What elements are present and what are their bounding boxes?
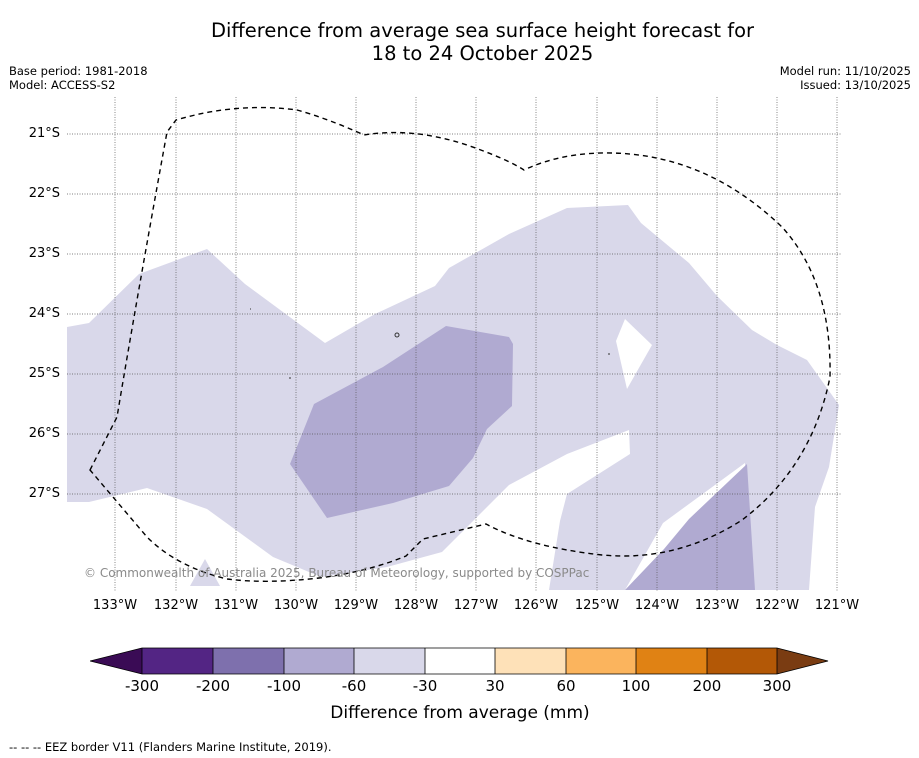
colorbar-segment — [636, 648, 707, 674]
map-title: Difference from average sea surface heig… — [140, 19, 825, 65]
lon-label-122w: 122°W — [754, 598, 800, 613]
lon-label-130w: 130°W — [273, 598, 319, 613]
colorbar-dividers — [141, 648, 778, 674]
contour-band-dark-2 — [625, 464, 755, 590]
eez-border — [89, 106, 831, 582]
lat-label-21s: 21°S — [28, 126, 60, 141]
lon-label-127w: 127°W — [453, 598, 499, 613]
lon-label-126w: 126°W — [513, 598, 559, 613]
lon-label-124w: 124°W — [634, 598, 680, 613]
colorbar-tick-label: 300 — [762, 677, 792, 695]
colorbar-under-arrow — [90, 648, 142, 674]
lat-label-24s: 24°S — [28, 306, 60, 321]
colorbar-title: Difference from average (mm) — [330, 703, 590, 723]
colorbar-tick-label: -200 — [195, 677, 231, 695]
colorbar-tick-label: 100 — [621, 677, 651, 695]
title-line-1: Difference from average sea surface heig… — [210, 19, 755, 42]
colorbar-tick-label: -60 — [341, 677, 367, 695]
lon-label-131w: 131°W — [213, 598, 259, 613]
lon-label-133w: 133°W — [92, 598, 138, 613]
lat-label-26s: 26°S — [28, 426, 60, 441]
lat-label-22s: 22°S — [28, 186, 60, 201]
lat-label-25s: 25°S — [28, 366, 60, 381]
eez-footnote: -- -- -- EEZ border V11 (Flanders Marine… — [9, 740, 332, 754]
lat-label-23s: 23°S — [28, 246, 60, 261]
lon-label-129w: 129°W — [333, 598, 379, 613]
base-period: Base period: 1981-2018 — [9, 64, 148, 78]
metadata-left: Base period: 1981-2018 Model: ACCESS-S2 — [9, 64, 148, 92]
lon-label-121w: 121°W — [814, 598, 860, 613]
copyright-notice: © Commonwealth of Australia 2025, Bureau… — [84, 566, 590, 580]
colorbar-over-arrow — [777, 648, 828, 674]
lon-label-132w: 132°W — [153, 598, 199, 613]
metadata-right: Model run: 11/10/2025 Issued: 13/10/2025 — [780, 64, 911, 92]
lat-label-27s: 27°S — [28, 486, 60, 501]
model-name: Model: ACCESS-S2 — [9, 78, 116, 92]
map-area — [67, 97, 842, 592]
colorbar-tick-label: 200 — [692, 677, 722, 695]
colorbar-segment — [213, 648, 284, 674]
lon-label-125w: 125°W — [574, 598, 620, 613]
colorbar-tick-label: 30 — [485, 677, 505, 695]
colorbar-segment — [707, 648, 777, 674]
colorbar-tick-label: -300 — [124, 677, 160, 695]
colorbar-segment — [354, 648, 425, 674]
contour-hole — [616, 319, 652, 389]
title-line-2: 18 to 24 October 2025 — [371, 42, 594, 65]
colorbar-segment — [495, 648, 566, 674]
issued-date: Issued: 13/10/2025 — [800, 78, 911, 92]
lon-label-128w: 128°W — [393, 598, 439, 613]
island-marker — [394, 332, 400, 338]
colorbar-segment — [142, 648, 213, 674]
lon-label-123w: 123°W — [694, 598, 740, 613]
colorbar — [90, 647, 829, 675]
gridlines — [67, 97, 842, 592]
colorbar-tick-label: -100 — [266, 677, 302, 695]
colorbar-tick-label: -30 — [412, 677, 438, 695]
colorbar-segment — [425, 648, 495, 674]
colorbar-segment — [284, 648, 354, 674]
colorbar-tick-label: 60 — [556, 677, 576, 695]
colorbar-segment — [566, 648, 636, 674]
model-run: Model run: 11/10/2025 — [779, 64, 911, 78]
